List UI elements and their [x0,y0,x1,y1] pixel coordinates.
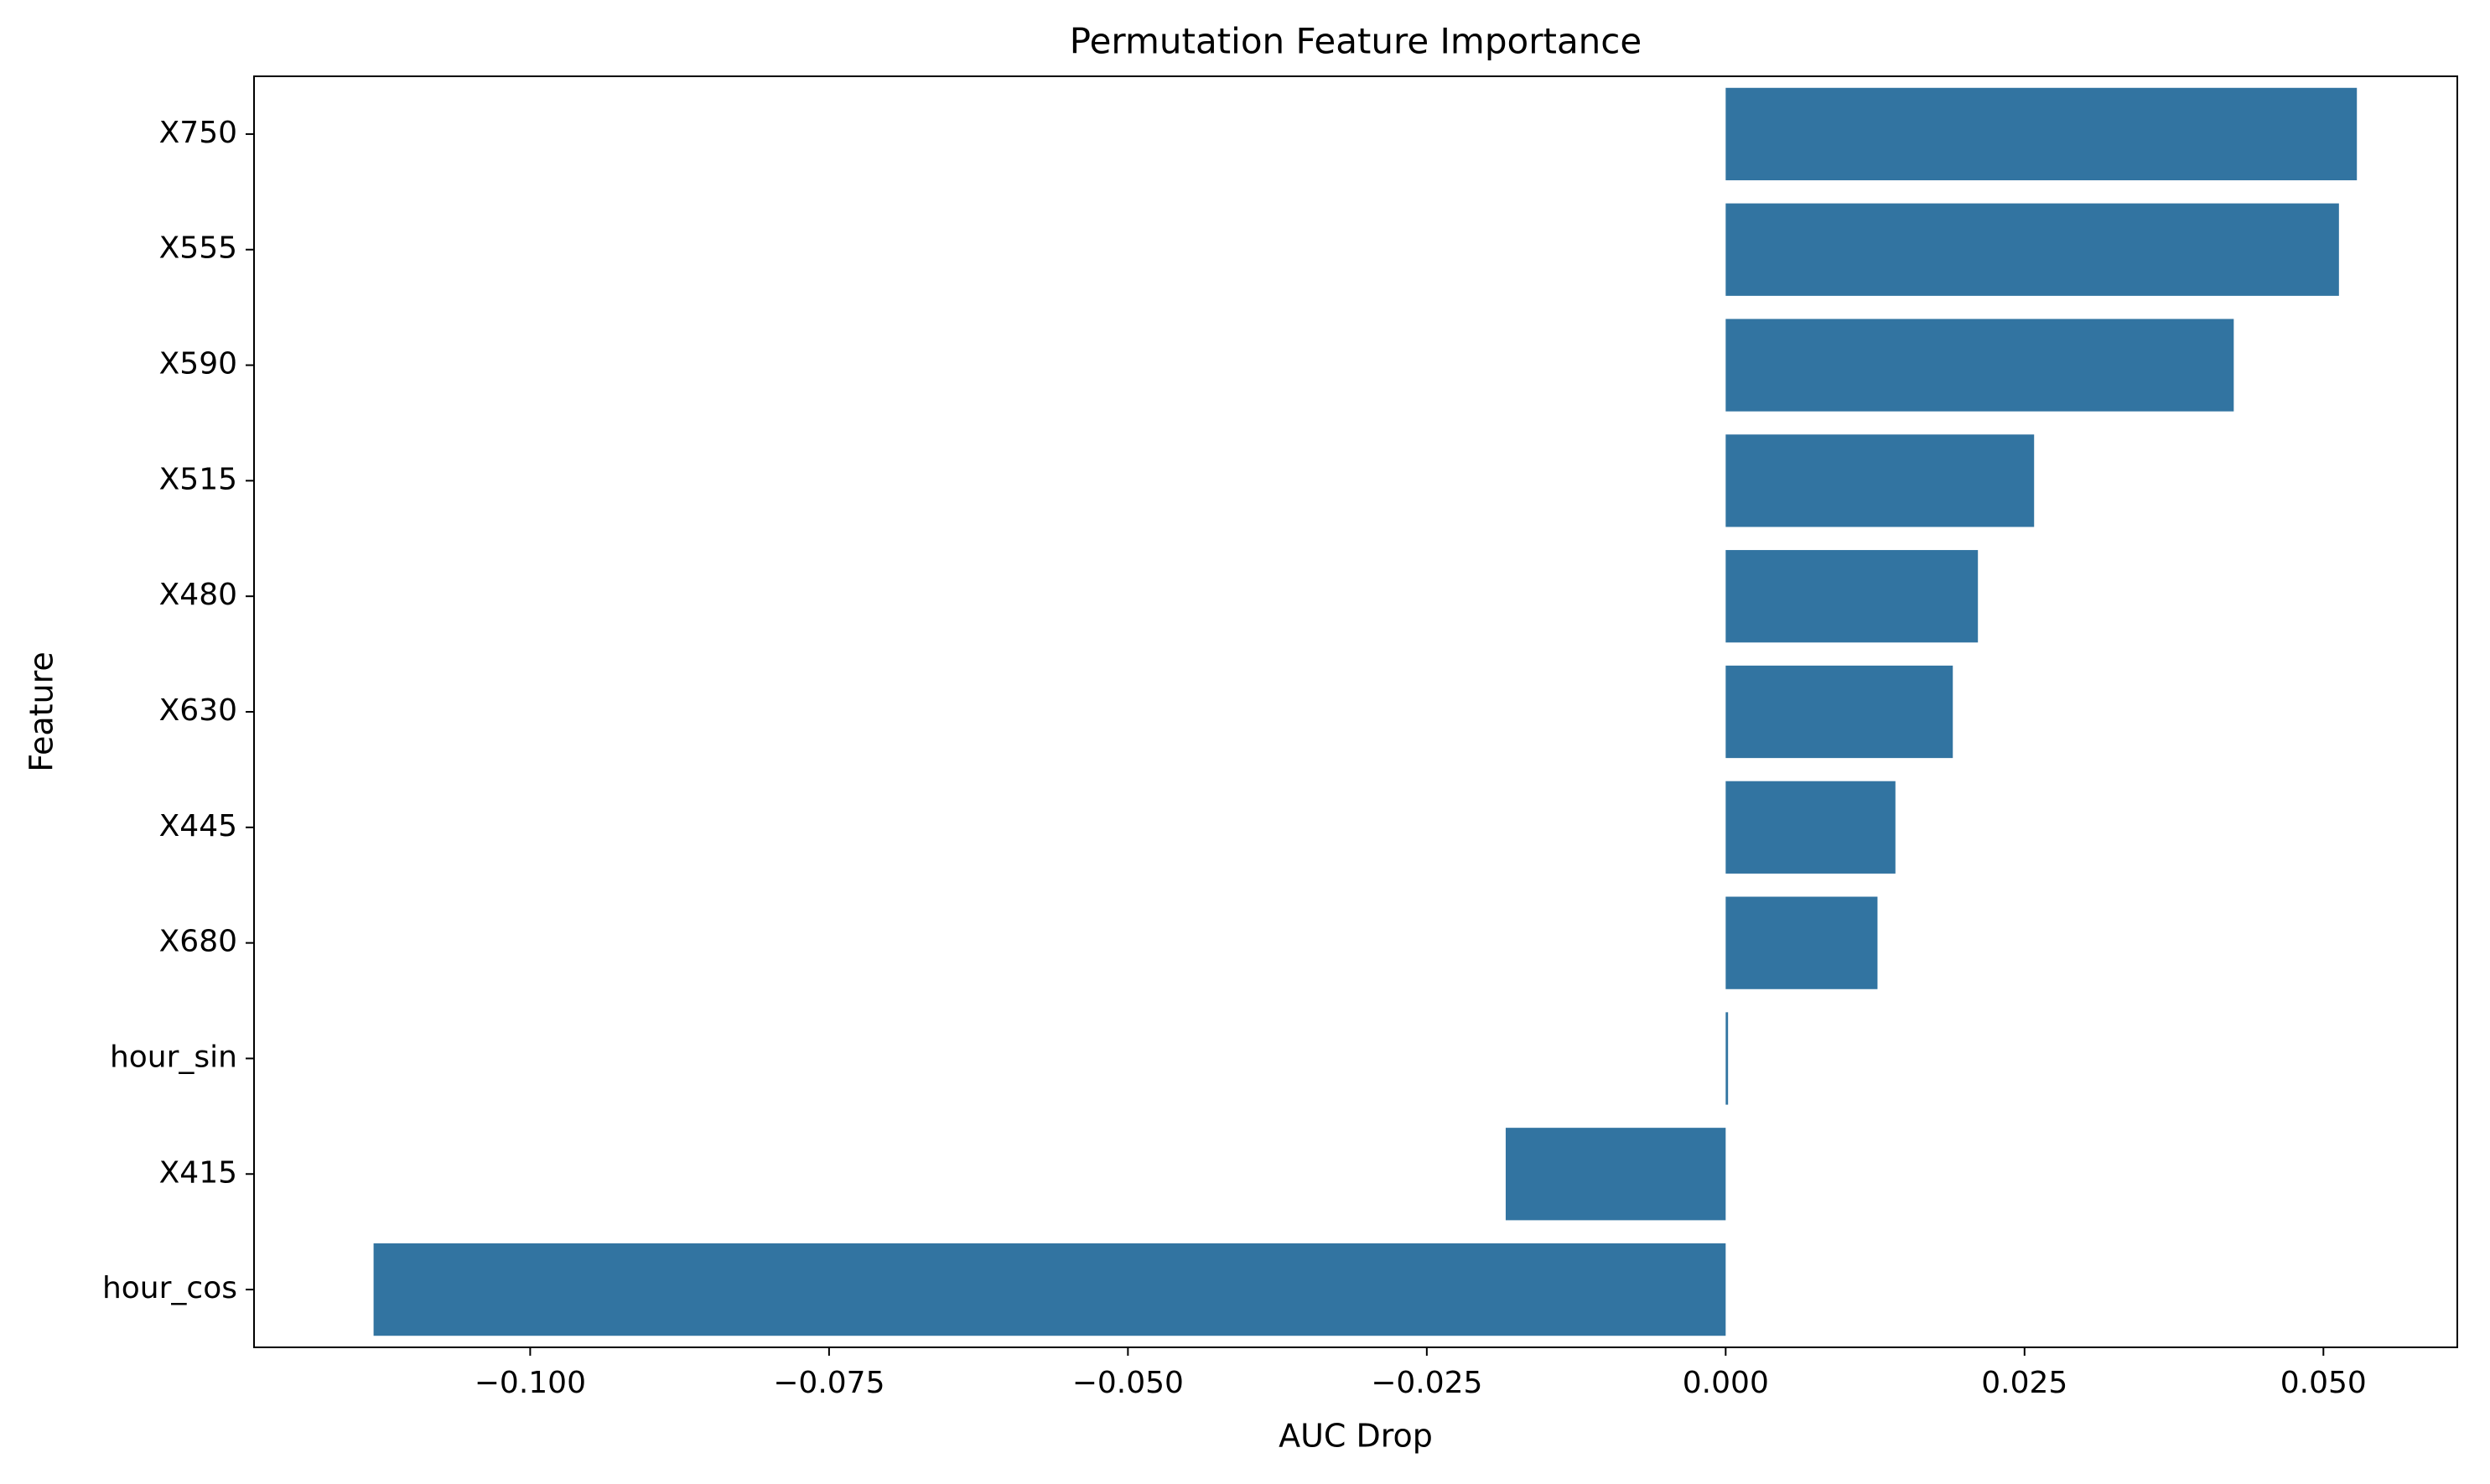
y-tick-label: X515 [159,462,237,496]
plot-frame [253,75,2458,1348]
y-tick-label: X750 [159,116,237,150]
bar-X445 [1725,781,1896,874]
bars-layer [373,87,2358,1336]
y-tick-label: X680 [159,925,237,959]
y-tick-label: X590 [159,347,237,381]
x-tick-label: −0.050 [1072,1366,1184,1400]
x-tick-label: −0.025 [1371,1366,1482,1400]
y-tick-label: X555 [159,231,237,266]
bar-X750 [1725,87,2358,181]
bar-hour_sin [1725,1012,1729,1105]
y-tick-label: hour_cos [102,1271,237,1305]
y-tick-label: X630 [159,693,237,728]
bar-X590 [1725,319,2234,412]
y-axis: X750 X555 X590 X515 X480 X630 X445 X680 hour_sin… [102,116,254,1305]
bar-X555 [1725,203,2339,296]
chart-title: Permutation Feature Importance [1070,21,1642,62]
y-tick-label: X445 [159,809,237,843]
x-axis: −0.100 −0.075 −0.050 −0.025 0.000 0.025 0.050 [475,1347,2367,1400]
bar-X515 [1725,434,2035,527]
bar-X680 [1725,896,1878,989]
bar-hour_cos [373,1243,1726,1336]
bar-X480 [1725,550,1979,643]
bar-X630 [1725,665,1953,759]
y-tick-label: X480 [159,578,237,612]
bar-X415 [1505,1128,1726,1221]
x-tick-label: 0.050 [2280,1366,2367,1400]
y-tick-label: X415 [159,1155,237,1190]
y-tick-label: hour_sin [110,1040,237,1074]
x-tick-label: −0.075 [773,1366,884,1400]
x-tick-label: −0.100 [475,1366,586,1400]
x-axis-label: AUC Drop [1279,1418,1433,1455]
x-tick-label: 0.000 [1683,1366,1769,1400]
y-axis-label: Feature [23,651,60,772]
x-tick-label: 0.025 [1981,1366,2067,1400]
